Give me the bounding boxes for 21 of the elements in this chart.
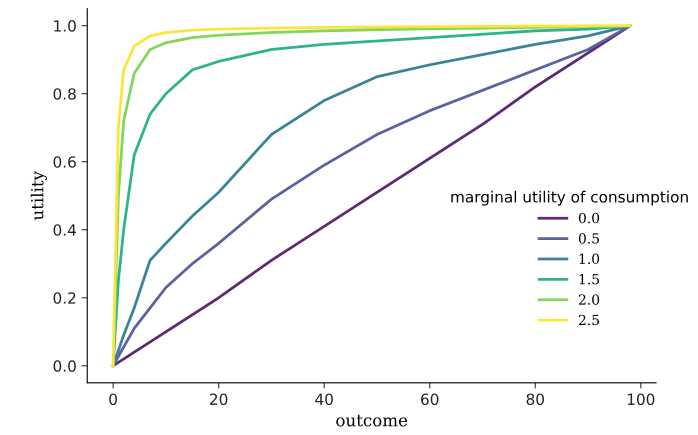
legend-title: marginal utility of consumption <box>451 190 688 206</box>
x-tick-label: 80 <box>526 393 544 406</box>
legend-label: 0.5 <box>578 233 599 244</box>
legend-label: 1.0 <box>580 254 600 264</box>
y-tick-label: 0.4 <box>54 224 76 236</box>
legend-label: 2.5 <box>578 314 599 326</box>
y-tick-label: 0.6 <box>54 156 76 168</box>
x-tick-label: 100 <box>628 393 654 406</box>
y-tick-label: 1.0 <box>54 20 76 32</box>
x-tick-label: 0 <box>109 393 117 406</box>
x-tick-label: 40 <box>315 393 333 406</box>
y-tick-label: 0.2 <box>54 292 76 304</box>
legend-label: 0.0 <box>578 212 600 224</box>
y-tick-label: 0.8 <box>54 88 76 100</box>
y-tick-label: 0.0 <box>54 360 76 372</box>
x-tick-label: 60 <box>421 393 438 406</box>
x-tick-label: 20 <box>210 393 228 406</box>
x-axis-title: outcome <box>336 414 408 426</box>
legend-label: 1.5 <box>580 274 599 284</box>
y-axis-title: utility <box>30 171 47 220</box>
legend-label: 2.0 <box>578 294 600 305</box>
